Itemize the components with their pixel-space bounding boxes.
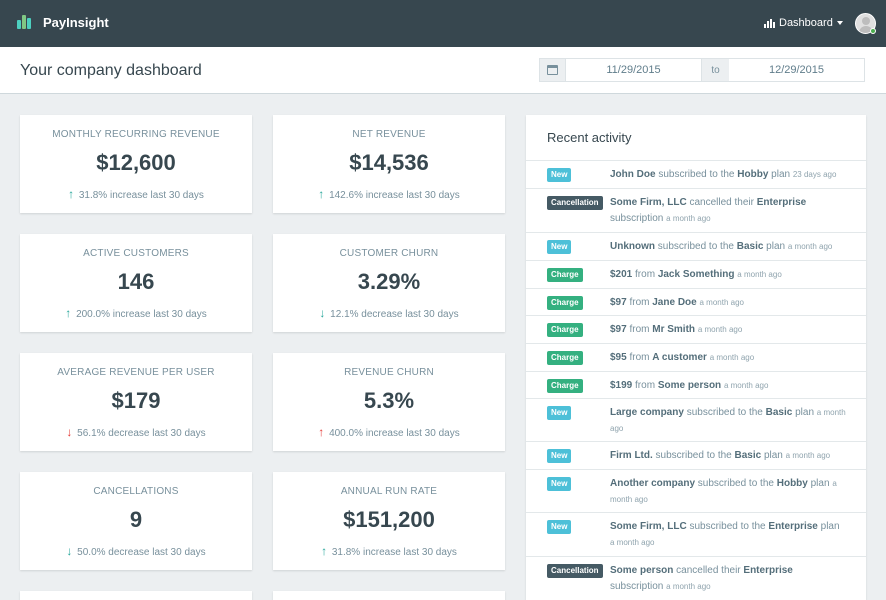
metric-card-cancellations: Cancellations 9 ↓ 50.0% decrease last 30… bbox=[20, 472, 252, 570]
status-badge: New bbox=[547, 477, 572, 491]
list-item[interactable]: New Firm Ltd. subscribed to the Basic pl… bbox=[526, 442, 866, 470]
metric-card-active-customers: Active customers 146 ↑ 200.0% increase l… bbox=[20, 234, 252, 332]
bar-chart-icon bbox=[764, 18, 775, 28]
metric-trend: ↑ 142.6% increase last 30 days bbox=[318, 187, 460, 201]
metric-value: 5.3% bbox=[363, 388, 415, 413]
dashboard-menu[interactable]: Dashboard bbox=[764, 17, 843, 29]
metric-trend: ↑ 31.8% increase last 30 days bbox=[68, 187, 204, 201]
page-header: Your company dashboard to bbox=[0, 47, 886, 94]
dashboard-menu-label: Dashboard bbox=[779, 17, 833, 29]
metric-value: 9 bbox=[129, 507, 143, 532]
metric-label: Average revenue per user bbox=[57, 367, 215, 378]
status-badge: Cancellation bbox=[547, 564, 603, 578]
metric-value: 3.29% bbox=[357, 269, 421, 294]
arrow-down-icon: ↓ bbox=[66, 425, 73, 439]
list-item[interactable]: Cancellation Some Firm, LLC cancelled th… bbox=[526, 189, 866, 233]
status-badge: New bbox=[547, 406, 572, 420]
metric-card-mrr: Monthly recurring revenue $12,600 ↑ 31.8… bbox=[20, 115, 252, 213]
metric-card-arpu: Average revenue per user $179 ↓ 56.1% de… bbox=[20, 353, 252, 451]
arrow-up-icon: ↑ bbox=[318, 187, 325, 201]
date-range-picker: to bbox=[539, 58, 865, 82]
metric-trend: ↓ 12.1% decrease last 30 days bbox=[319, 306, 459, 320]
metric-label: Net revenue bbox=[352, 129, 426, 140]
metric-card-partial bbox=[20, 591, 252, 600]
arrow-down-icon: ↓ bbox=[66, 544, 73, 558]
metric-label: Revenue churn bbox=[344, 367, 434, 378]
list-item[interactable]: Charge $201 from Jack Something a month … bbox=[526, 261, 866, 289]
list-item[interactable]: Charge $97 from Jane Doe a month ago bbox=[526, 289, 866, 316]
status-badge: Charge bbox=[547, 351, 583, 365]
status-badge: Charge bbox=[547, 379, 583, 393]
metric-value: $151,200 bbox=[343, 507, 435, 532]
list-item[interactable]: New Another company subscribed to the Ho… bbox=[526, 470, 866, 513]
arrow-up-icon: ↑ bbox=[65, 306, 72, 320]
arrow-down-icon: ↓ bbox=[319, 306, 326, 320]
metric-trend: ↑ 200.0% increase last 30 days bbox=[65, 306, 207, 320]
metric-card-customer-churn: Customer churn 3.29% ↓ 12.1% decrease la… bbox=[273, 234, 505, 332]
metric-card-revenue-churn: Revenue churn 5.3% ↑ 400.0% increase las… bbox=[273, 353, 505, 451]
list-item[interactable]: New Unknown subscribed to the Basic plan… bbox=[526, 233, 866, 261]
list-item[interactable]: New Large company subscribed to the Basi… bbox=[526, 399, 866, 442]
status-badge: Cancellation bbox=[547, 196, 603, 210]
recent-activity-panel: Recent activity New John Doe subscribed … bbox=[526, 115, 866, 600]
metric-card-net-revenue: Net revenue $14,536 ↑ 142.6% increase la… bbox=[273, 115, 505, 213]
status-badge: Charge bbox=[547, 323, 583, 337]
end-date-input[interactable] bbox=[729, 58, 865, 82]
list-item[interactable]: New John Doe subscribed to the Hobby pla… bbox=[526, 161, 866, 189]
list-item[interactable]: Charge $199 from Some person a month ago bbox=[526, 372, 866, 399]
metric-trend: ↑ 400.0% increase last 30 days bbox=[318, 425, 460, 439]
metric-card-partial bbox=[273, 591, 505, 600]
status-badge: New bbox=[547, 240, 572, 254]
page-title: Your company dashboard bbox=[20, 62, 202, 79]
calendar-icon bbox=[547, 65, 558, 75]
metric-trend: ↓ 56.1% decrease last 30 days bbox=[66, 425, 206, 439]
metric-card-annual-run-rate: Annual run rate $151,200 ↑ 31.8% increas… bbox=[273, 472, 505, 570]
arrow-up-icon: ↑ bbox=[318, 425, 325, 439]
bar-chart-logo-icon bbox=[17, 14, 33, 30]
online-status-dot bbox=[870, 28, 876, 34]
metric-label: Customer churn bbox=[339, 248, 439, 259]
status-badge: New bbox=[547, 449, 572, 463]
list-item[interactable]: Charge $97 from Mr Smith a month ago bbox=[526, 316, 866, 344]
date-to-label: to bbox=[702, 58, 729, 82]
status-badge: New bbox=[547, 520, 572, 534]
arrow-up-icon: ↑ bbox=[68, 187, 75, 201]
metric-label: Monthly recurring revenue bbox=[52, 129, 220, 140]
status-badge: Charge bbox=[547, 296, 583, 310]
metric-value: 146 bbox=[117, 269, 155, 294]
status-badge: New bbox=[547, 168, 572, 182]
metric-value: $179 bbox=[111, 388, 161, 413]
metric-label: Cancellations bbox=[93, 486, 179, 497]
calendar-button[interactable] bbox=[539, 58, 566, 82]
status-badge: Charge bbox=[547, 268, 583, 282]
list-item[interactable]: Cancellation Some person cancelled their… bbox=[526, 557, 866, 600]
brand[interactable]: PayInsight bbox=[17, 14, 109, 30]
metric-trend: ↑ 31.8% increase last 30 days bbox=[321, 544, 457, 558]
metric-label: Active customers bbox=[83, 248, 189, 259]
activity-list: New John Doe subscribed to the Hobby pla… bbox=[526, 160, 866, 600]
list-item[interactable]: Charge $95 from A customer a month ago bbox=[526, 344, 866, 372]
list-item[interactable]: New Some Firm, LLC subscribed to the Ent… bbox=[526, 513, 866, 557]
metric-value: $14,536 bbox=[349, 150, 429, 175]
caret-down-icon bbox=[836, 21, 843, 25]
arrow-up-icon: ↑ bbox=[321, 544, 328, 558]
activity-title: Recent activity bbox=[547, 130, 632, 145]
metric-value: $12,600 bbox=[96, 150, 176, 175]
top-navbar: PayInsight Dashboard bbox=[0, 0, 886, 47]
metric-label: Annual run rate bbox=[340, 486, 438, 497]
brand-name: PayInsight bbox=[43, 14, 109, 30]
start-date-input[interactable] bbox=[566, 58, 702, 82]
metric-trend: ↓ 50.0% decrease last 30 days bbox=[66, 544, 206, 558]
